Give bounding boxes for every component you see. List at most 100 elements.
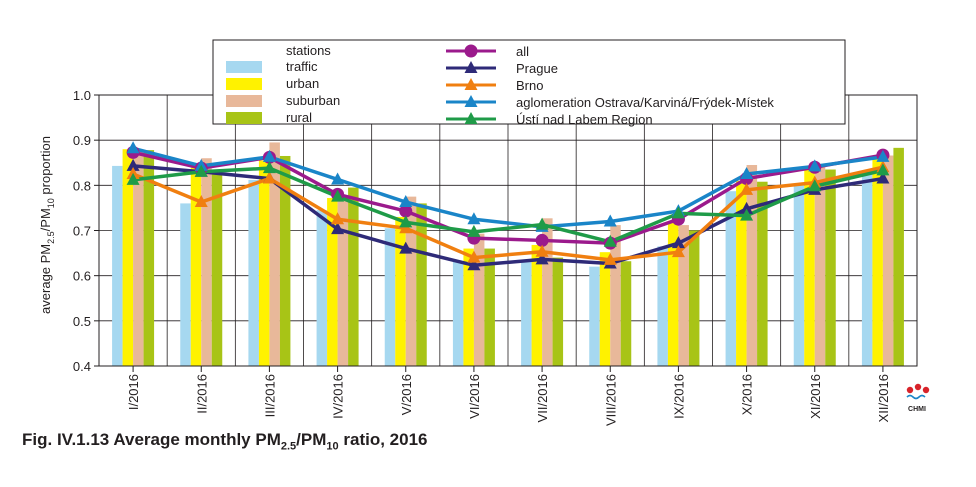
point-aglomeration-ostrava-karvin-fr-dek-m-stek (467, 212, 481, 225)
legend-marker-prague (464, 61, 478, 73)
x-tick-label: IX/2016 (671, 374, 686, 419)
point-st-nad-labem-region (467, 224, 481, 237)
bar-traffic (589, 266, 600, 366)
bar-suburban (133, 150, 144, 366)
legend-label-st-nad-labem-region: Ústí nad Labem Region (516, 112, 653, 127)
legend-label-brno: Brno (516, 78, 543, 93)
series-line-st-nad-labem-region (132, 166, 884, 244)
bar-suburban (269, 142, 280, 366)
point-prague (740, 201, 754, 214)
point-prague (126, 158, 140, 171)
y-tick-label: 0.4 (73, 359, 91, 374)
bar-traffic (725, 191, 737, 366)
x-tick-label: I/2016 (126, 374, 141, 410)
point-prague (399, 241, 413, 254)
legend-label-suburban: suburban (286, 93, 340, 108)
point-brno (603, 252, 617, 265)
bar-rural (348, 187, 359, 366)
logo-dot-right (922, 386, 930, 394)
bar-rural (620, 261, 632, 366)
point-brno (194, 195, 208, 208)
bar-suburban (473, 233, 485, 366)
point-brno (671, 245, 685, 258)
bar-suburban (201, 158, 212, 366)
bar-suburban (337, 195, 349, 366)
y-tick-label: 0.6 (73, 269, 91, 284)
y-tick-label: 0.5 (73, 314, 91, 329)
y-axis-title: average PM2.5/PM10 proportion (38, 136, 56, 314)
bar-rural (143, 150, 155, 366)
legend: stations traffic urban suburban rural all Pr… (212, 39, 846, 127)
y-tick-label: 1.0 (73, 88, 91, 103)
x-tick-label: XI/2016 (808, 374, 823, 419)
bar-urban (463, 248, 474, 366)
point-brno (535, 244, 549, 257)
bar-urban (190, 167, 202, 366)
bar-rural (688, 230, 700, 366)
legend-marker-aglomeration-ostrava-karvin-fr-dek-m-stek (464, 95, 478, 107)
bar-urban (395, 216, 406, 366)
point-st-nad-labem-region (194, 164, 208, 177)
legend-header: stations (286, 43, 331, 58)
bar-urban (736, 180, 747, 366)
bar-rural (484, 248, 495, 366)
bar-traffic (112, 165, 123, 366)
bar-traffic (793, 185, 805, 366)
x-tick-label: V/2016 (399, 374, 414, 415)
logo-dot-left (906, 386, 914, 394)
legend-swatch-traffic (226, 61, 262, 73)
point-st-nad-labem-region (740, 208, 754, 221)
point-st-nad-labem-region (808, 179, 822, 192)
bar-urban (531, 244, 543, 366)
point-aglomeration-ostrava-karvin-fr-dek-m-stek (876, 149, 890, 162)
point-st-nad-labem-region (126, 172, 140, 185)
series-line-prague (132, 164, 884, 268)
point-aglomeration-ostrava-karvin-fr-dek-m-stek (331, 172, 345, 185)
y-axis: 0.4 0.5 0.6 0.7 0.8 0.9 1.0 (73, 88, 99, 374)
point-prague (876, 171, 890, 184)
legend-label-rural: rural (286, 110, 312, 125)
point-brno (262, 171, 276, 184)
point-aglomeration-ostrava-karvin-fr-dek-m-stek (399, 195, 413, 208)
bar-traffic (452, 261, 464, 366)
bar-suburban (542, 218, 553, 366)
legend-swatch-rural (226, 112, 262, 124)
point-prague (467, 258, 481, 271)
bar-rural (893, 147, 904, 366)
bar-rural (279, 155, 291, 366)
x-tick-label: II/2016 (194, 374, 209, 414)
series-line-brno (132, 165, 884, 262)
point-all (535, 233, 549, 247)
point-aglomeration-ostrava-karvin-fr-dek-m-stek (262, 149, 276, 162)
point-st-nad-labem-region (671, 206, 685, 219)
x-tick-label: IV/2016 (331, 374, 346, 419)
legend-label-urban: urban (286, 76, 319, 91)
bar-suburban (746, 165, 758, 366)
bar-rural (416, 203, 427, 366)
legend-box (212, 39, 846, 125)
point-aglomeration-ostrava-karvin-fr-dek-m-stek (126, 141, 140, 154)
legend-label-prague: Prague (516, 61, 558, 76)
bar-urban (599, 252, 611, 366)
legend-marker-brno (464, 78, 478, 90)
figure-caption: Fig. IV.1.13 Average monthly PM2.5/PM10 … (22, 430, 428, 453)
bar-suburban (678, 225, 689, 366)
y-tick-label: 0.9 (73, 133, 91, 148)
point-aglomeration-ostrava-karvin-fr-dek-m-stek (740, 167, 754, 180)
chmi-logo: CHMI (906, 383, 930, 413)
legend-label-traffic: traffic (286, 59, 318, 74)
point-st-nad-labem-region (331, 189, 345, 202)
bar-suburban (882, 155, 894, 366)
bar-urban (122, 149, 134, 366)
x-tick-label: VI/2016 (467, 374, 482, 419)
point-prague (535, 252, 549, 265)
x-tick-label: VIII/2016 (603, 374, 618, 426)
point-prague (671, 236, 685, 249)
bar-traffic (657, 246, 668, 366)
bar-traffic (316, 210, 328, 366)
bar-urban (872, 158, 883, 366)
x-tick-label: VII/2016 (535, 374, 550, 422)
point-st-nad-labem-region (399, 215, 413, 228)
bar-layer (112, 142, 904, 366)
